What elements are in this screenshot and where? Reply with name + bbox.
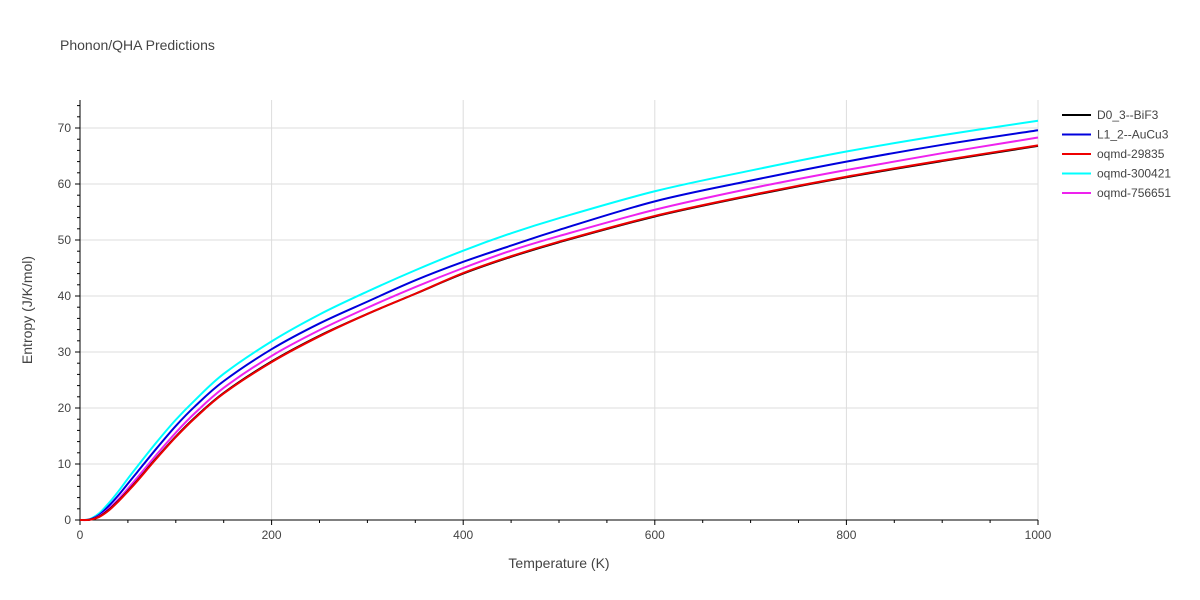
y-tick-label: 50 — [58, 233, 72, 247]
y-tick-label: 0 — [64, 513, 71, 527]
chart-title: Phonon/QHA Predictions — [60, 37, 215, 53]
y-tick-label: 30 — [58, 345, 72, 359]
legend-label: D0_3--BiF3 — [1097, 108, 1159, 122]
x-tick-label: 400 — [453, 528, 473, 542]
grid — [80, 100, 1039, 520]
series-layer — [79, 119, 1039, 522]
legend-label: oqmd-756651 — [1097, 186, 1171, 200]
series-line-oqmd-756651 — [79, 136, 1039, 522]
axes: 0 200 400 600 800 1000 0 10 20 30 40 50 60 70 — [58, 100, 1052, 542]
legend-label: L1_2--AuCu3 — [1097, 128, 1169, 142]
y-tick-label: 10 — [58, 457, 72, 471]
y-axis-title: Entropy (J/K/mol) — [19, 256, 35, 364]
y-tick-label: 40 — [58, 289, 72, 303]
x-tick-label: 0 — [77, 528, 84, 542]
y-tick-label: 70 — [58, 121, 72, 135]
series-line-L1_2--AuCu3 — [79, 129, 1039, 522]
legend-label: oqmd-300421 — [1097, 167, 1171, 181]
legend: D0_3--BiF3 L1_2--AuCu3 oqmd-29835 oqmd-3004… — [1062, 108, 1171, 200]
x-tick-label: 600 — [645, 528, 665, 542]
x-tick-label: 200 — [262, 528, 282, 542]
y-tick-label: 60 — [58, 177, 72, 191]
x-tick-label: 1000 — [1025, 528, 1052, 542]
x-axis-title: Temperature (K) — [508, 555, 609, 571]
x-tick-label: 800 — [836, 528, 856, 542]
series-line-oqmd-29835 — [79, 144, 1039, 522]
legend-label: oqmd-29835 — [1097, 147, 1165, 161]
series-line-oqmd-300421 — [79, 119, 1039, 521]
y-tick-label: 20 — [58, 401, 72, 415]
